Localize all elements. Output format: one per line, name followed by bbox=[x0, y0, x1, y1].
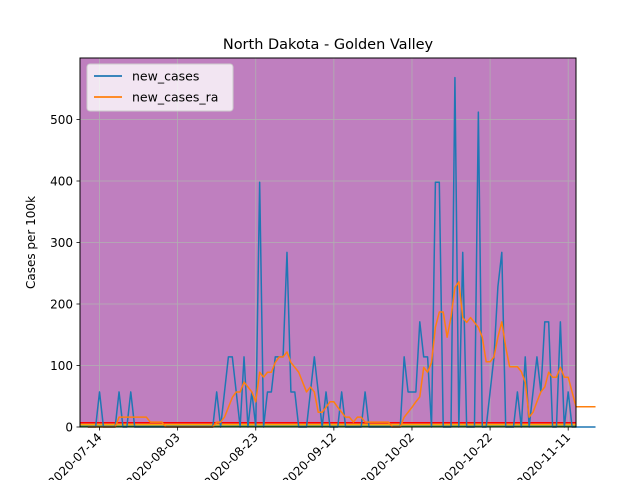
legend-box bbox=[86, 63, 234, 112]
y-tick-label: 300 bbox=[50, 236, 73, 250]
legend-label: new_cases_ra bbox=[132, 90, 218, 105]
y-tick-label: 0 bbox=[65, 421, 73, 435]
legend: new_cases new_cases_ra bbox=[86, 63, 234, 112]
x-tick-label: 2020-10-22 bbox=[436, 430, 495, 480]
x-tick-label: 2020-09-12 bbox=[280, 430, 339, 480]
y-tick-label: 500 bbox=[50, 113, 73, 127]
y-axis-label: Cases per 100k bbox=[24, 196, 38, 289]
x-tick-label: 2020-08-23 bbox=[202, 430, 261, 480]
y-tick-label: 100 bbox=[50, 359, 73, 373]
y-tick-label: 200 bbox=[50, 298, 73, 312]
x-tick-label: 2020-08-03 bbox=[124, 430, 183, 480]
y-tick-label: 400 bbox=[50, 175, 73, 189]
chart-title: North Dakota - Golden Valley bbox=[223, 37, 434, 53]
x-tick-label: 2020-11-11 bbox=[514, 430, 573, 480]
threshold-lines bbox=[80, 421, 576, 428]
x-tick-label: 2020-07-14 bbox=[45, 430, 104, 480]
y-axis: 0 100 200 300 400 500 bbox=[50, 113, 80, 435]
x-tick-label: 2020-10-02 bbox=[358, 430, 417, 480]
x-axis: 2020-07-14 2020-08-03 2020-08-23 2020-09-12… bbox=[45, 427, 573, 480]
legend-label: new_cases bbox=[132, 69, 199, 84]
grid-lines bbox=[80, 58, 576, 428]
